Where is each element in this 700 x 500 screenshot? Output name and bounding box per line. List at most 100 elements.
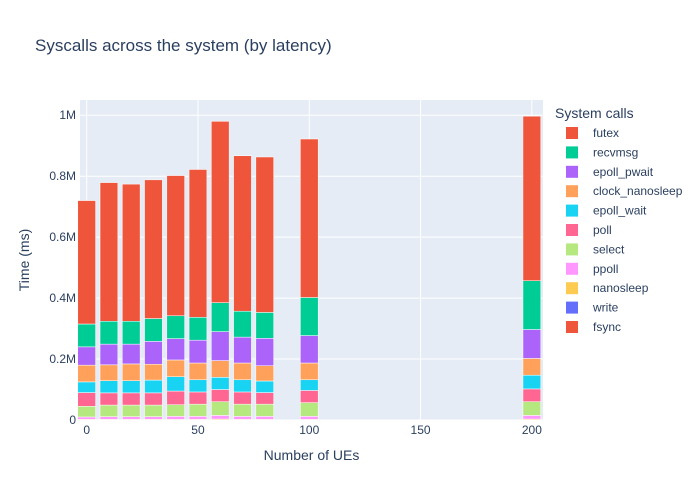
bar-segment-recvmsg[interactable]: [233, 310, 252, 338]
legend-item-futex[interactable]: futex: [566, 126, 619, 140]
bar-segment-select[interactable]: [300, 402, 319, 417]
bar-segment-futex[interactable]: [233, 155, 252, 312]
bar-segment-select[interactable]: [522, 401, 542, 416]
bar-segment-poll[interactable]: [233, 391, 252, 405]
bar-segment-ppoll[interactable]: [300, 416, 319, 420]
bar-segment-ppoll[interactable]: [211, 415, 230, 420]
bar-segment-epoll-pwait[interactable]: [122, 343, 141, 365]
bar-segment-recvmsg[interactable]: [166, 315, 185, 339]
bar-segment-poll[interactable]: [211, 389, 230, 402]
bar-segment-futex[interactable]: [144, 179, 163, 319]
bar-segment-recvmsg[interactable]: [144, 318, 163, 342]
bar-segment-epoll-pwait[interactable]: [166, 338, 185, 361]
bar-segment-ppoll[interactable]: [166, 416, 185, 420]
bar-segment-poll[interactable]: [300, 390, 319, 403]
bar-segment-epoll-wait[interactable]: [144, 379, 163, 394]
bar-segment-ppoll[interactable]: [144, 416, 163, 420]
bar-segment-epoll-wait[interactable]: [122, 380, 141, 394]
bar-segment-epoll-wait[interactable]: [300, 379, 319, 391]
bar-segment-select[interactable]: [188, 403, 208, 417]
bar-segment-futex[interactable]: [122, 183, 141, 322]
bar-segment-ppoll[interactable]: [522, 415, 542, 420]
bar-segment-epoll-pwait[interactable]: [77, 346, 96, 366]
legend-item-clock-nanosleep[interactable]: clock_nanosleep: [566, 184, 683, 198]
bar-segment-clock-nanosleep[interactable]: [166, 359, 185, 377]
bar-segment-recvmsg[interactable]: [188, 317, 208, 341]
bar-segment-ppoll[interactable]: [77, 416, 96, 420]
bar-segment-poll[interactable]: [188, 391, 208, 405]
bar-segment-clock-nanosleep[interactable]: [211, 360, 230, 378]
legend-item-ppoll[interactable]: ppoll: [566, 262, 618, 276]
bar-segment-epoll-wait[interactable]: [188, 379, 208, 393]
bar-segment-epoll-pwait[interactable]: [233, 336, 252, 364]
legend-item-fsync[interactable]: fsync: [566, 320, 621, 334]
bar-segment-futex[interactable]: [99, 182, 119, 322]
bar-segment-poll[interactable]: [255, 392, 274, 405]
bar-segment-futex[interactable]: [188, 169, 208, 318]
bar-segment-epoll-wait[interactable]: [233, 379, 252, 393]
bar-segment-epoll-wait[interactable]: [522, 374, 542, 390]
legend-item-select[interactable]: select: [566, 242, 625, 256]
bar-segment-poll[interactable]: [77, 392, 96, 407]
bar-segment-recvmsg[interactable]: [211, 302, 230, 332]
bar-segment-epoll-pwait[interactable]: [99, 343, 119, 366]
legend-item-epoll-pwait[interactable]: epoll_pwait: [566, 165, 654, 179]
bar-segment-poll[interactable]: [99, 392, 119, 406]
bar-segment-epoll-pwait[interactable]: [144, 341, 163, 365]
bar-segment-select[interactable]: [166, 404, 185, 417]
legend-item-write[interactable]: write: [566, 301, 619, 315]
bar-segment-recvmsg[interactable]: [522, 280, 542, 330]
bar-segment-select[interactable]: [77, 406, 96, 418]
bar-segment-clock-nanosleep[interactable]: [255, 365, 274, 382]
bar-segment-select[interactable]: [99, 404, 119, 417]
bar-segment-clock-nanosleep[interactable]: [122, 363, 141, 381]
bar-segment-select[interactable]: [144, 404, 163, 417]
bar-segment-ppoll[interactable]: [188, 416, 208, 420]
bar-segment-clock-nanosleep[interactable]: [300, 362, 319, 381]
bar-segment-poll[interactable]: [144, 392, 163, 406]
bar-segment-epoll-wait[interactable]: [255, 380, 274, 393]
bar-segment-ppoll[interactable]: [255, 416, 274, 420]
bar-segment-epoll-wait[interactable]: [99, 380, 119, 394]
bar-segment-select[interactable]: [233, 403, 252, 417]
bar-segment-recvmsg[interactable]: [255, 312, 274, 339]
legend-item-poll[interactable]: poll: [566, 223, 612, 237]
bar-segment-clock-nanosleep[interactable]: [522, 358, 542, 376]
bar-segment-ppoll[interactable]: [233, 416, 252, 420]
legend-item-epoll-wait[interactable]: epoll_wait: [566, 204, 647, 218]
bar-segment-epoll-pwait[interactable]: [300, 335, 319, 364]
bar-segment-futex[interactable]: [166, 175, 185, 317]
bar-segment-ppoll[interactable]: [122, 416, 141, 420]
bar-segment-recvmsg[interactable]: [122, 321, 141, 345]
bar-segment-clock-nanosleep[interactable]: [77, 364, 96, 383]
bar-segment-poll[interactable]: [166, 390, 185, 406]
bar-segment-epoll-pwait[interactable]: [211, 331, 230, 361]
bar-segment-futex[interactable]: [255, 156, 274, 313]
bar-segment-futex[interactable]: [211, 121, 230, 303]
bar-segment-clock-nanosleep[interactable]: [233, 362, 252, 381]
bar-segment-select[interactable]: [255, 403, 274, 417]
bar-segment-clock-nanosleep[interactable]: [188, 362, 208, 381]
bar-segment-recvmsg[interactable]: [300, 297, 319, 336]
x-tick-label: 150: [411, 423, 431, 437]
bar-segment-clock-nanosleep[interactable]: [99, 364, 119, 381]
bar-segment-poll[interactable]: [122, 392, 141, 406]
bar-segment-select[interactable]: [122, 404, 141, 417]
bar-segment-futex[interactable]: [522, 115, 542, 281]
bar-segment-poll[interactable]: [522, 388, 542, 402]
bar-segment-epoll-pwait[interactable]: [522, 329, 542, 359]
bar-segment-recvmsg[interactable]: [99, 321, 119, 345]
bar-segment-select[interactable]: [211, 401, 230, 416]
bar-segment-epoll-pwait[interactable]: [255, 338, 274, 367]
bar-segment-clock-nanosleep[interactable]: [144, 363, 163, 381]
bar-segment-epoll-wait[interactable]: [211, 377, 230, 390]
bar-segment-epoll-wait[interactable]: [77, 381, 96, 393]
bar-segment-ppoll[interactable]: [99, 416, 119, 420]
legend-item-nanosleep[interactable]: nanosleep: [566, 281, 649, 295]
bar-segment-recvmsg[interactable]: [77, 323, 96, 348]
bar-segment-futex[interactable]: [77, 200, 96, 325]
bar-segment-epoll-pwait[interactable]: [188, 339, 208, 364]
bar-segment-futex[interactable]: [300, 138, 319, 298]
legend-item-recvmsg[interactable]: recvmsg: [566, 145, 638, 159]
bar-segment-epoll-wait[interactable]: [166, 376, 185, 392]
